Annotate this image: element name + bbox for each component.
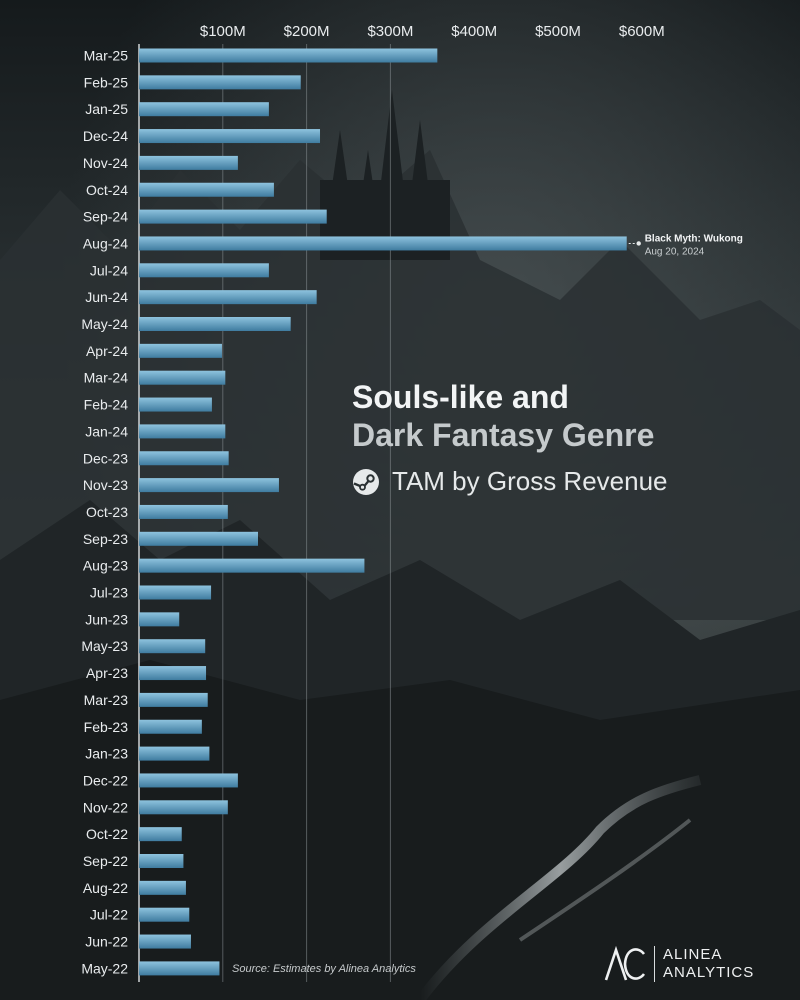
x-tick-label: $400M	[451, 23, 497, 40]
bar-dec-22	[139, 773, 238, 788]
bar-dec-24	[139, 129, 321, 144]
logo-divider	[654, 946, 655, 982]
category-label: Jun-23	[85, 611, 128, 627]
bar-may-23	[139, 639, 206, 654]
bar-nov-23	[139, 478, 279, 493]
category-label: Mar-25	[84, 48, 129, 64]
alinea-logo-icon	[604, 945, 646, 981]
category-label: Jan-23	[85, 746, 128, 762]
category-label: May-24	[81, 316, 128, 332]
chart-subtitle: TAM by Gross Revenue	[352, 466, 792, 497]
bar-apr-23	[139, 666, 207, 681]
category-label: Nov-24	[83, 155, 128, 171]
category-label: Nov-23	[83, 477, 128, 493]
category-label: Jul-22	[90, 907, 128, 923]
category-label: Apr-23	[86, 665, 128, 681]
category-label: Oct-22	[86, 826, 128, 842]
logo-wordmark: ALINEA ANALYTICS	[663, 946, 754, 982]
steam-icon	[353, 468, 379, 495]
bar-jul-22	[139, 907, 190, 922]
x-tick-label: $500M	[535, 23, 581, 40]
bar-oct-22	[139, 827, 182, 842]
category-label: Dec-23	[83, 450, 128, 466]
category-label: Jan-24	[85, 423, 128, 439]
logo-line2: ANALYTICS	[663, 964, 755, 981]
bar-dec-23	[139, 451, 229, 466]
bar-apr-24	[139, 343, 222, 358]
bar-mar-24	[139, 370, 226, 385]
category-label: Sep-24	[83, 209, 128, 225]
bar-jun-24	[139, 290, 317, 305]
bar-feb-23	[139, 719, 202, 734]
bar-aug-23	[139, 558, 365, 573]
bar-jul-23	[139, 585, 212, 600]
bar-feb-25	[139, 75, 301, 90]
category-label: Jun-22	[85, 934, 128, 950]
bar-sep-23	[139, 531, 258, 546]
bar-jul-24	[139, 263, 269, 278]
bar-nov-24	[139, 155, 238, 170]
bar-mar-25	[139, 48, 438, 63]
bar-jan-24	[139, 424, 226, 439]
chart-subtitle-text: TAM by Gross Revenue	[392, 466, 668, 496]
bar-mar-23	[139, 692, 208, 707]
category-label: Aug-22	[83, 880, 128, 896]
source-note: Source: Estimates by Alinea Analytics	[232, 963, 416, 975]
x-tick-label: $200M	[284, 23, 330, 40]
category-label: Feb-25	[84, 74, 129, 90]
bar-feb-24	[139, 397, 212, 412]
category-label: Sep-23	[83, 531, 128, 547]
bar-aug-24	[139, 236, 627, 251]
category-label: Mar-24	[84, 370, 129, 386]
chart-title-line2: Dark Fantasy Genre	[352, 417, 655, 453]
category-label: Jul-23	[90, 585, 128, 601]
chart-title-block: Souls-like and Dark Fantasy Genre TAM by…	[352, 378, 792, 497]
category-label: Oct-23	[86, 504, 128, 520]
category-label: Nov-22	[83, 799, 128, 815]
category-label: Sep-22	[83, 853, 128, 869]
category-label: Feb-24	[84, 397, 129, 413]
bar-oct-23	[139, 504, 228, 519]
category-label: Dec-22	[83, 772, 128, 788]
category-label: May-22	[81, 960, 128, 976]
category-label: May-23	[81, 638, 128, 654]
bar-sep-24	[139, 209, 327, 224]
bar-may-22	[139, 961, 220, 976]
bar-jan-23	[139, 746, 210, 761]
bar-jun-22	[139, 934, 191, 949]
category-label: Aug-23	[83, 558, 128, 574]
bar-aug-22	[139, 880, 186, 895]
bar-nov-22	[139, 800, 228, 815]
x-tick-label: $100M	[200, 23, 246, 40]
x-tick-label: $600M	[619, 23, 665, 40]
category-label: Aug-24	[83, 235, 128, 251]
annotation-title: Black Myth: Wukong	[645, 233, 743, 244]
category-label: Dec-24	[83, 128, 128, 144]
bar-sep-22	[139, 854, 184, 868]
x-tick-label: $300M	[367, 23, 413, 40]
category-label: Jan-25	[85, 101, 128, 117]
alinea-logo: ALINEA ANALYTICS	[604, 944, 754, 984]
annotation-date: Aug 20, 2024	[645, 246, 705, 257]
chart-title-line1: Souls-like and	[352, 379, 569, 415]
category-label: Apr-24	[86, 343, 128, 359]
category-label: Mar-23	[84, 692, 129, 708]
bar-may-24	[139, 317, 291, 331]
category-label: Jul-24	[90, 262, 128, 278]
annotation-dot	[636, 241, 641, 246]
bar-oct-24	[139, 182, 274, 197]
category-label: Feb-23	[84, 719, 129, 735]
logo-line1: ALINEA	[663, 946, 723, 963]
bar-jun-23	[139, 612, 180, 627]
category-label: Jun-24	[85, 289, 128, 305]
bar-jan-25	[139, 102, 269, 117]
category-label: Oct-24	[86, 182, 128, 198]
